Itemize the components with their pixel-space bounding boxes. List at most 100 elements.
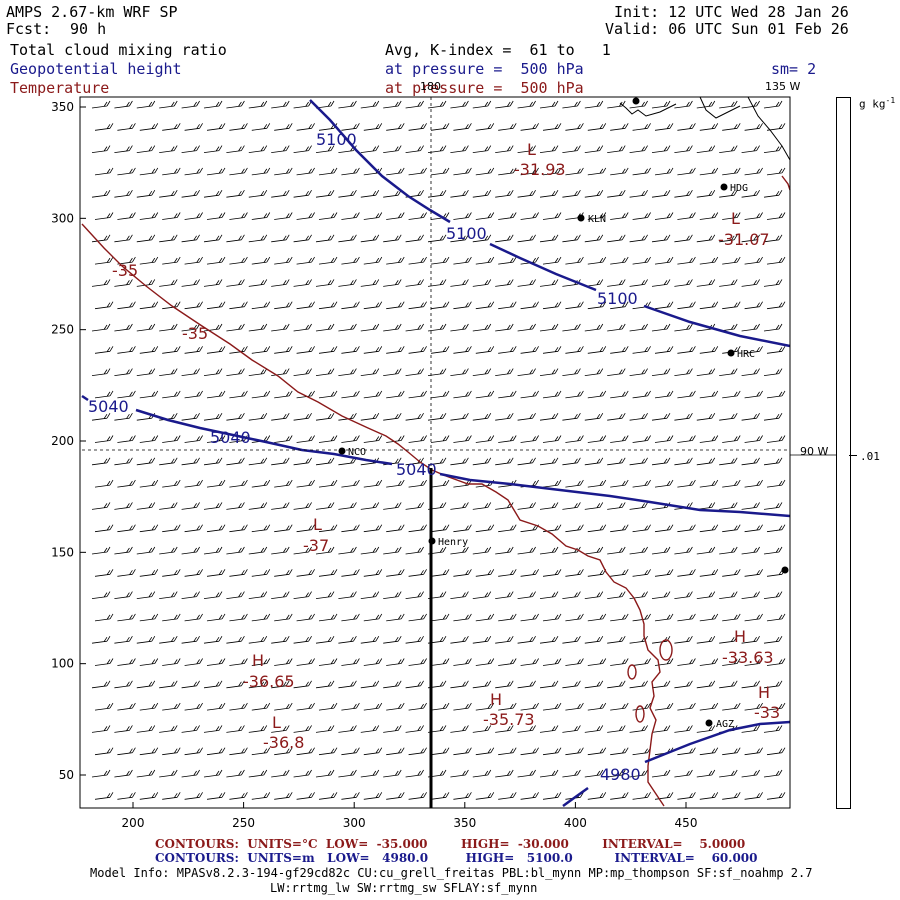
wind-barb [674, 769, 693, 778]
wind-barb [741, 279, 760, 287]
wind-barb [763, 368, 783, 376]
wind-barb [226, 100, 245, 109]
wind-barb [251, 212, 271, 220]
wind-barb [248, 368, 268, 376]
wind-barb [408, 747, 427, 756]
wind-barb [117, 792, 136, 800]
wind-barb [405, 100, 424, 109]
wind-barb [91, 189, 111, 198]
wind-barb [136, 635, 156, 644]
wind-barb [251, 569, 271, 577]
wind-barb [629, 234, 648, 243]
station-marker [577, 214, 585, 222]
wind-barb [427, 279, 447, 287]
wind-barb [766, 167, 786, 176]
wind-barb [318, 524, 338, 533]
wind-barb [341, 702, 360, 711]
wind-barb [363, 212, 383, 220]
wind-barb [114, 502, 133, 510]
wind-barb [741, 368, 760, 376]
wind-barb [229, 346, 248, 354]
wind-barb [607, 680, 626, 689]
wind-barb [386, 524, 405, 533]
wind-barb [181, 412, 200, 421]
wind-barb [741, 680, 760, 689]
wind-barb [229, 747, 248, 756]
wind-barb [226, 412, 245, 421]
wind-barb [159, 100, 178, 109]
station-marker [781, 566, 789, 574]
wind-barb [741, 502, 760, 510]
wind-barb [699, 658, 719, 666]
wind-barb [565, 524, 584, 533]
wind-barb [318, 569, 338, 577]
wind-barb [136, 502, 156, 510]
center-type: L [527, 140, 536, 159]
wind-barb [766, 301, 786, 310]
center-type: L [731, 209, 740, 228]
wind-barb [610, 524, 629, 533]
wind-barb [315, 680, 335, 689]
wind-barb [91, 145, 111, 153]
wind-barb [293, 769, 312, 778]
wind-barb [539, 725, 559, 733]
wind-barb [408, 346, 427, 354]
wind-barb [651, 769, 671, 778]
wind-barb [296, 301, 315, 310]
wind-barb [226, 725, 245, 733]
wind-barb [315, 412, 335, 421]
wind-barb [562, 412, 581, 421]
wind-barb [114, 279, 133, 287]
station-label-agz: AGZ [716, 719, 734, 730]
wind-barb [719, 591, 738, 599]
wind-barb [159, 591, 178, 599]
wind-barb [405, 279, 424, 287]
wind-barb [453, 435, 472, 443]
wind-barb [542, 747, 562, 756]
wind-barb [520, 613, 539, 622]
wind-barb [495, 680, 514, 689]
wind-barb [181, 457, 200, 466]
wind-barb [159, 635, 178, 644]
meridian-label-135w: 135 W [765, 80, 800, 93]
wind-barb [405, 635, 424, 644]
wind-barb [722, 569, 741, 577]
wind-barb [117, 390, 136, 399]
wind-barb [408, 702, 427, 711]
wind-barb [114, 635, 133, 644]
wind-barb [539, 546, 559, 555]
wind-barb [363, 390, 383, 399]
wind-barb [587, 167, 607, 176]
wind-barb [162, 569, 181, 577]
wind-barb [763, 591, 783, 599]
wind-barb [587, 390, 607, 399]
wind-barb [114, 145, 133, 153]
center-type: L [313, 515, 322, 534]
wind-barb [271, 769, 290, 778]
wind-barb [203, 502, 223, 510]
wind-barb [472, 323, 492, 332]
wind-barb [274, 167, 293, 176]
wind-barb [542, 390, 562, 399]
wind-barb [741, 725, 760, 733]
wind-barb [229, 569, 248, 577]
wind-barb [587, 256, 607, 265]
wind-barb [654, 479, 674, 488]
wind-barb [719, 145, 738, 153]
wind-barb [610, 123, 629, 131]
y-axis-tick-label: 100 [51, 657, 74, 671]
wind-barb [203, 100, 223, 109]
wind-barb [450, 279, 469, 287]
wind-barb [427, 234, 447, 243]
wind-barb [293, 145, 312, 153]
wind-barb [159, 546, 178, 555]
wind-barb [741, 323, 760, 332]
wind-barb [181, 769, 200, 778]
wind-barb [542, 301, 562, 310]
wind-barb [162, 167, 181, 176]
wind-barb [632, 658, 651, 666]
wind-barb [699, 524, 719, 533]
wind-barb [181, 680, 200, 689]
wind-barb [450, 412, 469, 421]
wind-barb [159, 145, 178, 153]
